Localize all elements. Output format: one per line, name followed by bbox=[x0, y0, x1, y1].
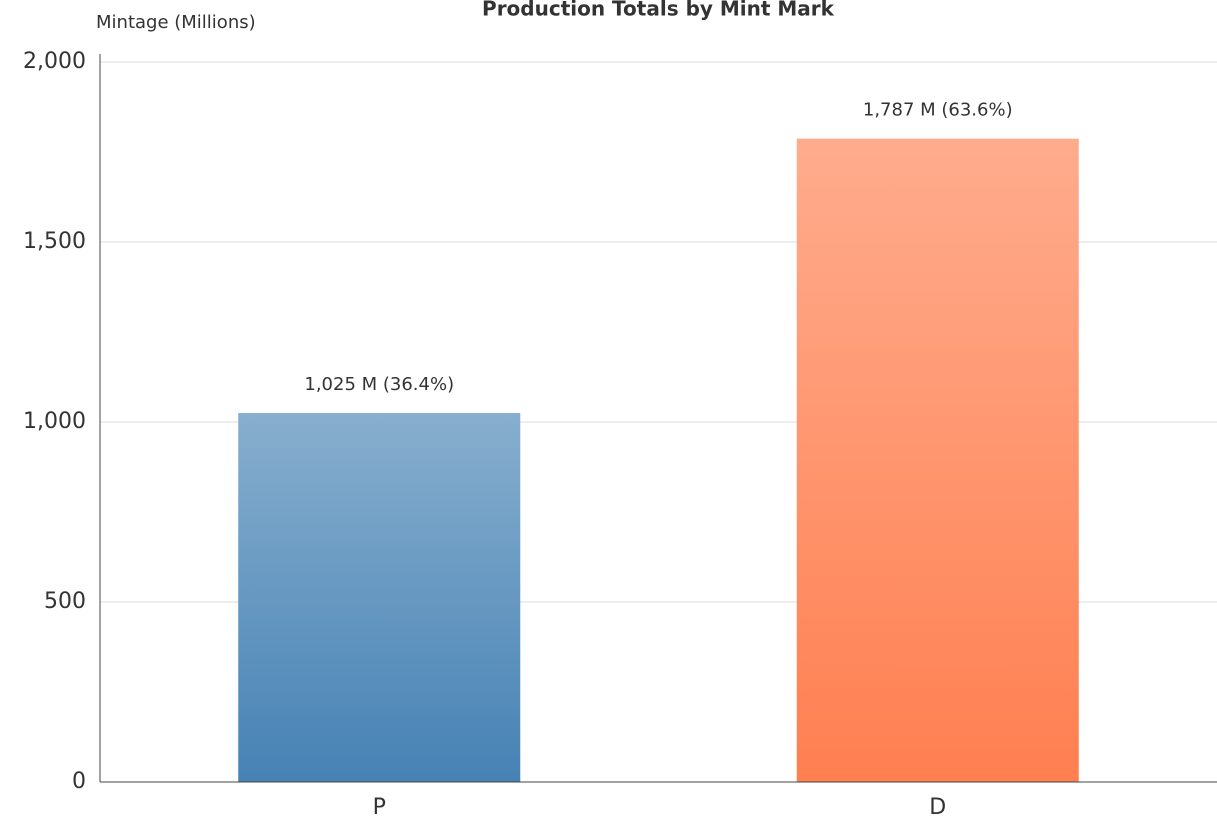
x-tick-label: D bbox=[929, 795, 946, 820]
chart-title: Production Totals by Mint Mark bbox=[482, 0, 835, 21]
y-tick-label: 1,500 bbox=[23, 229, 86, 254]
bar bbox=[238, 413, 520, 782]
y-tick-label: 2,000 bbox=[23, 49, 86, 74]
y-tick-label: 500 bbox=[44, 589, 86, 614]
bar bbox=[797, 139, 1079, 782]
page: Production Totals by Mint Mark Mintage (… bbox=[0, 0, 1217, 824]
chart: Production Totals by Mint Mark Mintage (… bbox=[0, 0, 1217, 824]
value-label: 1,787 M (63.6%) bbox=[863, 100, 1013, 121]
y-tick-label: 1,000 bbox=[23, 409, 86, 434]
value-label: 1,025 M (36.4%) bbox=[304, 374, 454, 395]
y-tick-label: 0 bbox=[72, 769, 86, 794]
x-tick-label: P bbox=[373, 795, 386, 820]
y-axis-label: Mintage (Millions) bbox=[96, 12, 256, 33]
